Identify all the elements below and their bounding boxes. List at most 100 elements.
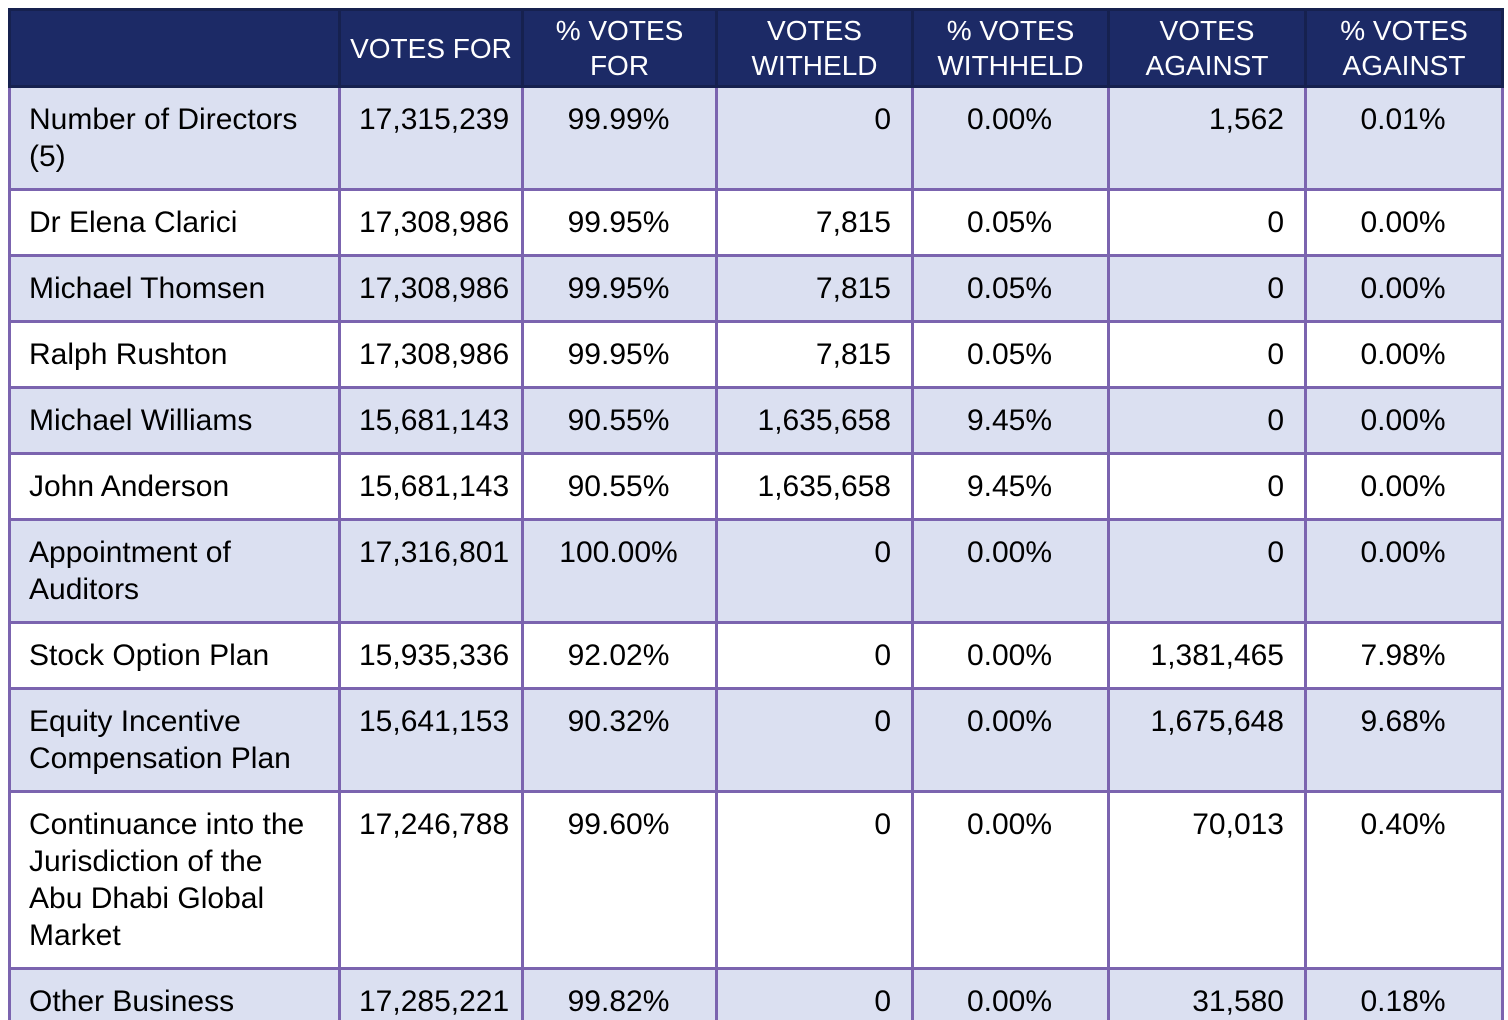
- resolution-label: Michael Williams: [8, 386, 341, 455]
- votes-against-cell: 0: [1107, 386, 1307, 455]
- resolution-label: Ralph Rushton: [8, 320, 341, 389]
- header-row: VOTES FOR % VOTES FOR VOTES WITHELD % VO…: [8, 8, 1504, 88]
- votes-against-cell: 70,013: [1107, 790, 1307, 970]
- votes-withheld-cell: 7,815: [715, 188, 914, 257]
- votes-against-cell: 1,381,465: [1107, 621, 1307, 690]
- votes-for-cell: 15,935,336: [338, 621, 524, 690]
- table-row: Number of Directors (5) 17,315,239 99.99% 0…: [8, 85, 1504, 191]
- votes-against-cell: 0: [1107, 254, 1307, 323]
- votes-withheld-cell: 7,815: [715, 254, 914, 323]
- table-row: Stock Option Plan 15,935,336 92.02% 0 0.00% 1…: [8, 621, 1504, 690]
- pct-votes-against-cell: 9.68%: [1304, 687, 1504, 793]
- votes-for-cell: 17,316,801: [338, 518, 524, 624]
- votes-for-cell: 15,681,143: [338, 386, 524, 455]
- table-row: John Anderson 15,681,143 90.55% 1,635,658 9.…: [8, 452, 1504, 521]
- pct-votes-against-cell: 0.00%: [1304, 320, 1504, 389]
- votes-for-cell: 15,681,143: [338, 452, 524, 521]
- table-row: Michael Williams 15,681,143 90.55% 1,635,65…: [8, 386, 1504, 455]
- table-row: Appointment of Auditors 17,316,801 100.00%…: [8, 518, 1504, 624]
- voting-results-table: VOTES FOR % VOTES FOR VOTES WITHELD % VO…: [8, 8, 1504, 1020]
- table-row: Dr Elena Clarici 17,308,986 99.95% 7,815 0.0…: [8, 188, 1504, 257]
- table-row: Michael Thomsen 17,308,986 99.95% 7,815 0.05…: [8, 254, 1504, 323]
- resolution-label: Michael Thomsen: [8, 254, 341, 323]
- resolution-label: Appointment of Auditors: [8, 518, 341, 624]
- votes-withheld-cell: 0: [715, 687, 914, 793]
- pct-votes-withheld-cell: 0.00%: [911, 85, 1110, 191]
- votes-against-cell: 0: [1107, 518, 1307, 624]
- pct-votes-withheld-cell: 9.45%: [911, 386, 1110, 455]
- pct-votes-for-cell: 90.55%: [521, 452, 718, 521]
- pct-votes-withheld-cell: 9.45%: [911, 452, 1110, 521]
- table-body: Number of Directors (5) 17,315,239 99.99% 0…: [8, 85, 1504, 1020]
- resolution-label: Dr Elena Clarici: [8, 188, 341, 257]
- resolution-label: Other Business: [8, 967, 341, 1020]
- header-cell-pct-votes-against: % VOTES AGAINST: [1304, 8, 1504, 88]
- pct-votes-against-cell: 0.00%: [1304, 518, 1504, 624]
- pct-votes-withheld-cell: 0.00%: [911, 790, 1110, 970]
- votes-for-cell: 15,641,153: [338, 687, 524, 793]
- header-cell-pct-votes-withheld: % VOTES WITHHELD: [911, 8, 1110, 88]
- pct-votes-for-cell: 99.60%: [521, 790, 718, 970]
- votes-against-cell: 31,580: [1107, 967, 1307, 1020]
- pct-votes-against-cell: 0.00%: [1304, 254, 1504, 323]
- pct-votes-for-cell: 100.00%: [521, 518, 718, 624]
- pct-votes-for-cell: 99.95%: [521, 320, 718, 389]
- votes-against-cell: 1,562: [1107, 85, 1307, 191]
- votes-against-cell: 0: [1107, 188, 1307, 257]
- resolution-label: John Anderson: [8, 452, 341, 521]
- votes-against-cell: 0: [1107, 452, 1307, 521]
- resolution-label: Continuance into the Jurisdiction of the…: [8, 790, 341, 970]
- table-row: Ralph Rushton 17,308,986 99.95% 7,815 0.05% 0…: [8, 320, 1504, 389]
- votes-withheld-cell: 0: [715, 967, 914, 1020]
- pct-votes-against-cell: 0.40%: [1304, 790, 1504, 970]
- pct-votes-for-cell: 99.95%: [521, 188, 718, 257]
- votes-for-cell: 17,308,986: [338, 254, 524, 323]
- votes-withheld-cell: 0: [715, 621, 914, 690]
- votes-for-cell: 17,315,239: [338, 85, 524, 191]
- votes-withheld-cell: 1,635,658: [715, 452, 914, 521]
- table-row: Other Business 17,285,221 99.82% 0 0.00% 31,5…: [8, 967, 1504, 1020]
- resolution-label: Equity Incentive Compensation Plan: [8, 687, 341, 793]
- resolution-label: Stock Option Plan: [8, 621, 341, 690]
- header-cell-blank: [8, 8, 341, 88]
- pct-votes-against-cell: 0.00%: [1304, 452, 1504, 521]
- pct-votes-against-cell: 0.01%: [1304, 85, 1504, 191]
- pct-votes-for-cell: 99.95%: [521, 254, 718, 323]
- header-cell-votes-for: VOTES FOR: [338, 8, 524, 88]
- pct-votes-for-cell: 90.55%: [521, 386, 718, 455]
- votes-for-cell: 17,308,986: [338, 320, 524, 389]
- table-header: VOTES FOR % VOTES FOR VOTES WITHELD % VO…: [8, 8, 1504, 88]
- table-row: Equity Incentive Compensation Plan 15,641…: [8, 687, 1504, 793]
- votes-withheld-cell: 1,635,658: [715, 386, 914, 455]
- pct-votes-withheld-cell: 0.05%: [911, 188, 1110, 257]
- pct-votes-against-cell: 0.00%: [1304, 188, 1504, 257]
- pct-votes-for-cell: 92.02%: [521, 621, 718, 690]
- votes-against-cell: 1,675,648: [1107, 687, 1307, 793]
- resolution-label: Number of Directors (5): [8, 85, 341, 191]
- header-cell-votes-withheld: VOTES WITHELD: [715, 8, 914, 88]
- pct-votes-withheld-cell: 0.00%: [911, 621, 1110, 690]
- pct-votes-withheld-cell: 0.00%: [911, 967, 1110, 1020]
- votes-for-cell: 17,308,986: [338, 188, 524, 257]
- header-cell-pct-votes-for: % VOTES FOR: [521, 8, 718, 88]
- votes-withheld-cell: 7,815: [715, 320, 914, 389]
- pct-votes-for-cell: 99.82%: [521, 967, 718, 1020]
- pct-votes-against-cell: 0.18%: [1304, 967, 1504, 1020]
- pct-votes-withheld-cell: 0.05%: [911, 320, 1110, 389]
- pct-votes-withheld-cell: 0.00%: [911, 687, 1110, 793]
- pct-votes-for-cell: 99.99%: [521, 85, 718, 191]
- votes-withheld-cell: 0: [715, 790, 914, 970]
- votes-for-cell: 17,285,221: [338, 967, 524, 1020]
- pct-votes-against-cell: 7.98%: [1304, 621, 1504, 690]
- votes-against-cell: 0: [1107, 320, 1307, 389]
- pct-votes-for-cell: 90.32%: [521, 687, 718, 793]
- table-row: Continuance into the Jurisdiction of the…: [8, 790, 1504, 970]
- pct-votes-against-cell: 0.00%: [1304, 386, 1504, 455]
- pct-votes-withheld-cell: 0.00%: [911, 518, 1110, 624]
- votes-for-cell: 17,246,788: [338, 790, 524, 970]
- votes-withheld-cell: 0: [715, 85, 914, 191]
- votes-withheld-cell: 0: [715, 518, 914, 624]
- pct-votes-withheld-cell: 0.05%: [911, 254, 1110, 323]
- header-cell-votes-against: VOTES AGAINST: [1107, 8, 1307, 88]
